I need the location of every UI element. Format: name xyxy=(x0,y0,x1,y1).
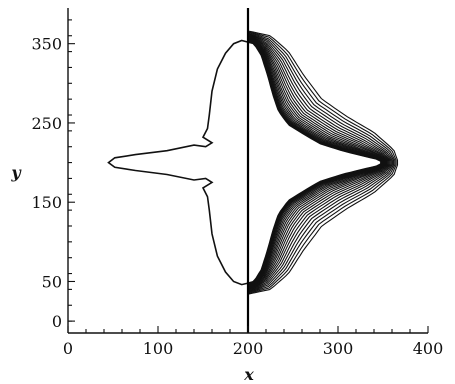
contour-line-18 xyxy=(247,35,391,290)
contour-line-16 xyxy=(247,36,389,289)
contour-line-12 xyxy=(247,38,386,287)
contour-line-14 xyxy=(247,37,388,288)
x-axis-label: x xyxy=(243,365,254,384)
x-tick-label: 400 xyxy=(413,339,444,358)
contour-line-9 xyxy=(247,40,384,286)
y-axis-label: y xyxy=(10,163,22,182)
contour-line-13 xyxy=(247,38,387,287)
x-tick-label: 100 xyxy=(143,339,174,358)
y-tick-label: 0 xyxy=(52,312,62,331)
y-tick-label: 150 xyxy=(31,193,62,212)
contour-line-10 xyxy=(247,39,385,286)
axes: 0 100 200 300 400 0 50 150 250 350 xyxy=(31,8,443,358)
contour-line-21 xyxy=(247,33,395,293)
x-tick-label: 300 xyxy=(323,339,354,358)
x-tick-label: 0 xyxy=(63,339,73,358)
contour-line-23 xyxy=(247,31,397,294)
contour-line-11 xyxy=(247,39,385,286)
y-tick-label: 50 xyxy=(42,272,62,291)
y-tick-label: 250 xyxy=(31,114,62,133)
contour-line-19 xyxy=(247,34,392,291)
contour-line-15 xyxy=(247,37,388,288)
plot-area xyxy=(107,8,399,333)
y-tick-label: 350 xyxy=(31,35,62,54)
contour-line-20 xyxy=(247,33,393,292)
contour-line-1 xyxy=(247,41,382,284)
contour-line-17 xyxy=(247,35,390,290)
left-outline xyxy=(107,39,249,286)
x-tick-label: 200 xyxy=(233,339,264,358)
contour-line-22 xyxy=(247,32,396,293)
contour-line-24 xyxy=(247,30,399,295)
